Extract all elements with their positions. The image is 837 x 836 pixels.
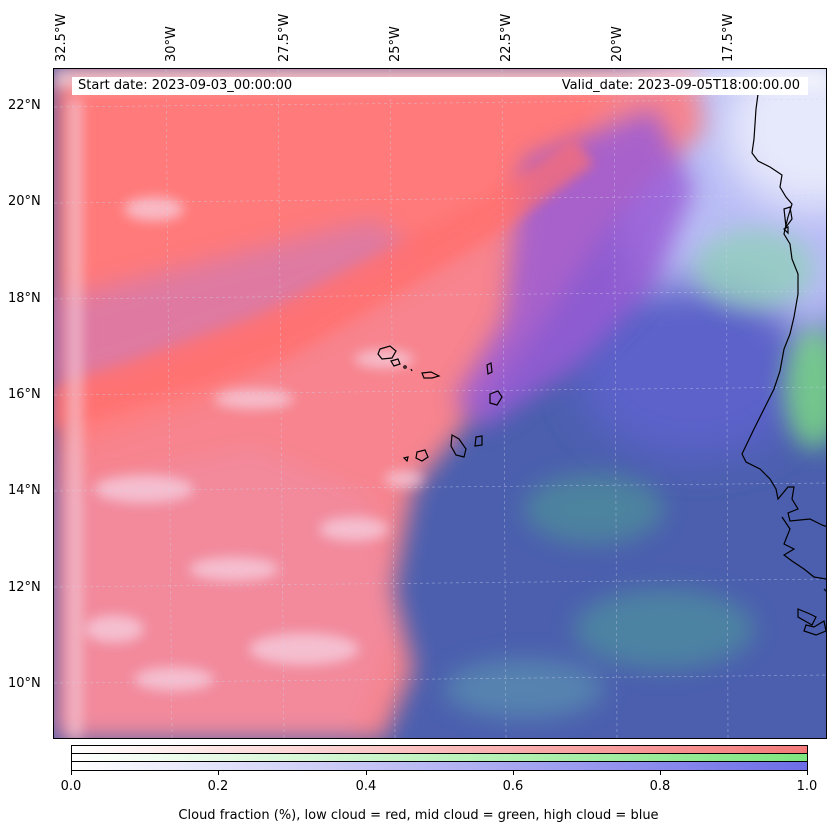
colorbar-tick-label: 1.0 <box>796 779 818 794</box>
colorbar-tick-label: 0.4 <box>355 779 377 794</box>
lon-label: 27.5°W <box>277 13 292 62</box>
colorbar-tickmark <box>807 771 808 775</box>
lon-label: 22.5°W <box>499 13 514 62</box>
mixed-cloud-band <box>54 109 694 429</box>
lon-label: 25°W <box>388 26 403 62</box>
graticule <box>54 69 826 738</box>
cloud-fraction-map[interactable] <box>53 68 827 739</box>
colorbar-high-cloud <box>72 762 807 770</box>
colorbar-label: Cloud fraction (%), low cloud = red, mid… <box>178 808 659 823</box>
date-info-bar: Start date: 2023-09-03_00:00:00 Valid_da… <box>72 77 808 95</box>
lat-label: 10°N <box>8 676 41 691</box>
lat-label: 22°N <box>8 98 41 113</box>
colorbar-tickmark <box>71 771 72 775</box>
mid-cloud-patches <box>444 229 826 719</box>
lat-label: 16°N <box>8 387 41 402</box>
lat-label: 14°N <box>8 483 41 498</box>
colorbar-tickmark <box>366 771 367 775</box>
valid-date: Valid_date: 2023-09-05T18:00:00.00 <box>561 78 800 93</box>
start-date: Start date: 2023-09-03_00:00:00 <box>78 78 293 93</box>
lat-label: 12°N <box>8 580 41 595</box>
colorbar-mid-cloud <box>72 754 807 762</box>
lat-label: 20°N <box>8 194 41 209</box>
colorbar-tick-label: 0.8 <box>649 779 671 794</box>
colorbar-tick-label: 0.0 <box>60 779 82 794</box>
map-canvas <box>54 69 826 738</box>
colorbar-tickmark <box>513 771 514 775</box>
colorbar-low-cloud <box>72 746 807 754</box>
colorbar-tickmark <box>218 771 219 775</box>
lat-label: 18°N <box>8 291 41 306</box>
lon-label: 20°W <box>610 26 625 62</box>
colorbar-tickmark <box>660 771 661 775</box>
lon-label: 30°W <box>164 26 179 62</box>
colorbar-tick-label: 0.6 <box>502 779 524 794</box>
colorbar-tick-label: 0.2 <box>207 779 229 794</box>
low-cloud-streak <box>54 139 594 429</box>
colorbar <box>71 745 808 771</box>
lon-label: 17.5°W <box>721 13 736 62</box>
cloud-texture <box>84 197 424 691</box>
cape-verde-islands <box>377 345 503 463</box>
lon-label: 32.5°W <box>54 13 69 62</box>
west-africa-coastline <box>741 78 826 636</box>
